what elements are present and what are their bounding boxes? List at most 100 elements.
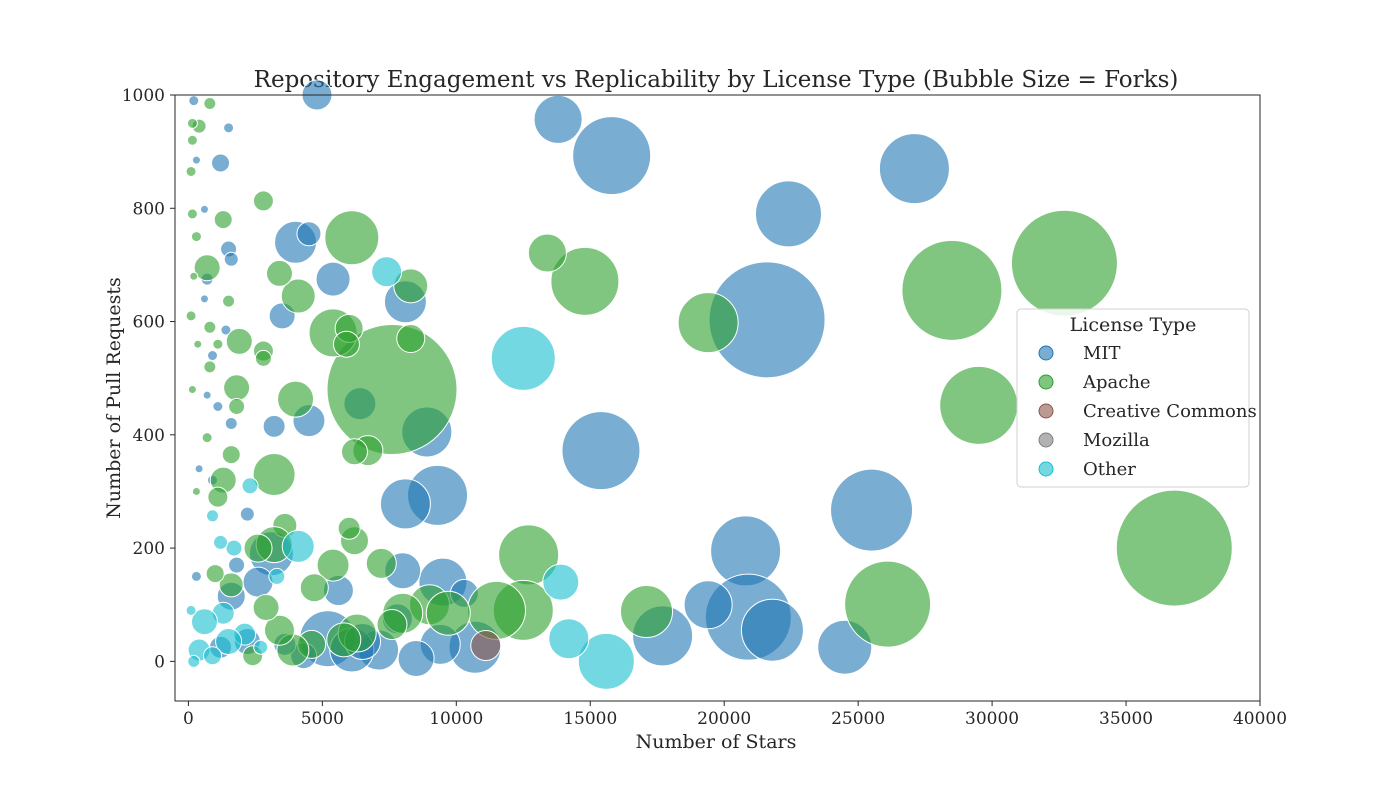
bubble-mit [533, 94, 583, 144]
x-tick-label: 10000 [429, 709, 483, 729]
bubble-apache [340, 438, 368, 466]
bubble-apache [207, 486, 229, 508]
x-axis-label: Number of Stars [636, 731, 797, 753]
bubble-apache [844, 560, 932, 648]
bubble-other [190, 608, 218, 636]
legend-marker-other [1038, 461, 1054, 477]
bubble-mit [242, 566, 274, 598]
y-axis-ticks: 0 200 400 600 800 1000 [122, 86, 175, 672]
bubble-other [281, 529, 315, 563]
bubble-apache [337, 516, 361, 540]
bubble-apache [203, 96, 217, 110]
bubble-mit [188, 95, 200, 107]
bubble-mit [239, 506, 255, 522]
bubble-other [268, 567, 286, 585]
bubble-mit [754, 180, 822, 248]
bubble-apache [901, 239, 1003, 341]
bubble-apache [620, 585, 674, 639]
legend-label-creative-commons: Creative Commons [1083, 401, 1257, 422]
legend-label-apache: Apache [1082, 372, 1151, 393]
bubble-other [185, 604, 197, 616]
bubble-apache [186, 117, 198, 129]
bubble-apache [187, 385, 197, 395]
legend: License Type MIT Apache Creative Commons Mo… [1016, 308, 1257, 488]
bubble-apache [677, 292, 739, 354]
bubble-mit [572, 116, 652, 196]
bubble-apache [221, 445, 241, 465]
bubble-apache [205, 564, 225, 584]
y-tick-label: 400 [133, 426, 165, 446]
bubble-other [241, 477, 259, 495]
bubble-apache [326, 324, 458, 456]
bubble-apache [186, 208, 198, 220]
bubble-apache [185, 165, 197, 177]
bubble-mit [228, 556, 246, 574]
y-tick-label: 0 [154, 652, 165, 672]
x-tick-label: 15000 [563, 709, 617, 729]
bubble-apache [225, 327, 253, 355]
bubble-apache [1010, 209, 1118, 317]
y-tick-label: 600 [133, 313, 165, 333]
bubble-apache [223, 374, 251, 402]
bubble-apache [332, 330, 360, 358]
legend-label-mozilla: Mozilla [1083, 430, 1150, 451]
x-tick-label: 20000 [697, 709, 751, 729]
x-tick-label: 5000 [301, 709, 344, 729]
bubble-apache [376, 609, 408, 641]
bubble-mit [220, 324, 232, 336]
bubble-mit [211, 153, 231, 173]
bubble-apache [393, 268, 429, 304]
legend-label-other: Other [1083, 459, 1136, 480]
y-tick-label: 1000 [122, 86, 165, 106]
bubble-apache [186, 134, 198, 146]
bubble-apache [316, 548, 350, 582]
bubble-mit [202, 390, 212, 400]
bubble-apache [212, 338, 224, 350]
bubble-other [187, 654, 201, 668]
bubble-apache [550, 246, 620, 316]
bubble-apache [201, 432, 213, 444]
bubble-apache [365, 547, 397, 579]
bubble-apache [396, 324, 426, 354]
legend-marker-apache [1038, 374, 1054, 390]
bubble-mit [212, 400, 224, 412]
plot-frame [174, 94, 1261, 702]
bubble-apache [252, 452, 296, 496]
bubble-apache [252, 594, 280, 622]
legend-title: License Type [1070, 314, 1197, 336]
bubble-mit [191, 155, 201, 165]
bubble-mit [296, 221, 322, 247]
bubble-mit [194, 464, 204, 474]
legend-marker-creative-commons [1038, 403, 1054, 419]
bubble-mit [740, 598, 804, 662]
bubble-apache [277, 380, 315, 418]
bubble-apache [252, 190, 274, 212]
bubble-mit [561, 411, 641, 491]
bubble-apache [1115, 489, 1233, 607]
bubble-other [213, 534, 229, 550]
legend-marker-mozilla [1038, 432, 1054, 448]
bubble-other [215, 628, 243, 656]
bubble-apache [191, 486, 201, 496]
bubble-mit [683, 580, 733, 630]
bubble-mit [830, 468, 914, 552]
bubble-apache [213, 210, 233, 230]
legend-label-mit: MIT [1083, 343, 1121, 364]
bubble-other [203, 646, 223, 666]
bubble-apache [280, 278, 316, 314]
bubble-apache [193, 339, 203, 349]
y-tick-label: 800 [133, 199, 165, 219]
legend-box [1016, 308, 1250, 488]
x-tick-label: 30000 [965, 709, 1019, 729]
bubble-apache [189, 271, 199, 281]
bubble-other [206, 509, 220, 523]
bubble-apache [190, 231, 202, 243]
bubble-mit [878, 133, 950, 205]
bubble-mit [207, 350, 219, 362]
bubble-other [490, 325, 556, 391]
bubble-apache [222, 294, 236, 308]
bubble-apache [254, 349, 272, 367]
bubble-mit [199, 204, 209, 214]
bubble-apache [299, 573, 329, 603]
